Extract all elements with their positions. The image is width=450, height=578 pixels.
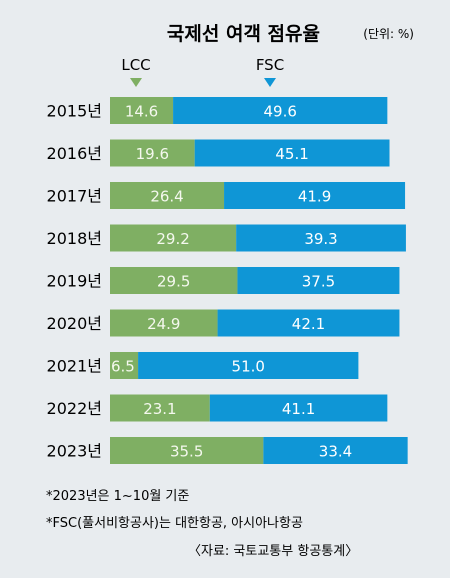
legend-marker-lcc	[130, 78, 142, 87]
year-label: 2020년	[47, 314, 102, 333]
fsc-bar	[194, 139, 390, 167]
lcc-value-label: 14.6	[125, 103, 158, 121]
fsc-bar	[236, 224, 406, 252]
fsc-bar	[173, 97, 388, 124]
bar-row: 2023년 35.5 33.4	[47, 437, 408, 464]
year-label: 2017년	[47, 187, 102, 206]
fsc-value-label: 33.4	[319, 443, 352, 461]
lcc-bar	[110, 139, 195, 167]
legend-label-lcc: LCC	[121, 56, 150, 74]
lcc-value-label: 23.1	[143, 400, 176, 418]
lcc-bar	[110, 267, 238, 294]
fsc-bar	[237, 267, 400, 294]
fsc-value-label: 41.9	[298, 188, 331, 206]
lcc-value-label: 29.2	[156, 230, 189, 248]
year-label: 2015년	[47, 102, 102, 121]
lcc-bar	[110, 352, 139, 379]
legend: LCC FSC	[121, 56, 284, 87]
bar-row: 2018년 29.2 39.3	[47, 224, 406, 252]
legend-label-fsc: FSC	[256, 56, 284, 74]
fsc-bar	[263, 437, 408, 464]
year-label: 2016년	[47, 144, 102, 163]
bar-row: 2020년 24.9 42.1	[47, 309, 400, 337]
bar-row: 2022년 23.1 41.1	[47, 394, 388, 422]
fsc-value-label: 51.0	[232, 358, 265, 376]
note-source: 〈자료: 국토교통부 항공통계〉	[188, 544, 358, 559]
lcc-bar	[110, 97, 174, 124]
lcc-bar	[110, 182, 225, 209]
fsc-bar	[209, 394, 388, 422]
lcc-bar	[110, 309, 218, 337]
fsc-value-label: 49.6	[264, 103, 297, 121]
chart-title-text: 국제선 여객 점유율	[167, 23, 320, 45]
fsc-value-label: 42.1	[292, 315, 325, 333]
year-label: 2021년	[47, 357, 102, 376]
notes: *2023년은 1~10월 기준 *FSC(풀서비항공사)는 대한항공, 아시아…	[46, 489, 358, 559]
year-label: 2023년	[47, 442, 102, 461]
fsc-value-label: 41.1	[282, 400, 315, 418]
fsc-bar	[138, 352, 359, 379]
bar-row: 2019년 29.5 37.5	[47, 267, 400, 294]
lcc-value-label: 19.6	[136, 145, 169, 163]
year-label: 2019년	[47, 272, 102, 291]
lcc-value-label: 29.5	[157, 273, 190, 291]
bar-row: 2021년 6.5 51.0	[47, 352, 359, 379]
lcc-bar	[110, 437, 264, 464]
chart-unit-text: (단위: %)	[363, 27, 414, 41]
lcc-value-label: 24.9	[147, 315, 180, 333]
note-period: *2023년은 1~10월 기준	[46, 489, 189, 504]
lcc-value-label: 6.5	[111, 358, 135, 376]
legend-marker-fsc	[264, 78, 276, 87]
bar-row: 2017년 26.4 41.9	[47, 182, 406, 209]
chart-title: 국제선 여객 점유율 (단위: %)	[167, 23, 414, 45]
fsc-bar	[217, 309, 400, 337]
lcc-value-label: 26.4	[150, 188, 183, 206]
bar-row: 2015년 14.6 49.6	[47, 97, 388, 124]
lcc-bar	[110, 224, 237, 252]
note-fsc-definition: *FSC(풀서비항공사)는 대한항공, 아시아나항공	[46, 516, 303, 531]
year-label: 2022년	[47, 399, 102, 418]
fsc-value-label: 45.1	[275, 145, 308, 163]
bar-row: 2016년 19.6 45.1	[47, 139, 390, 167]
fsc-bar	[224, 182, 406, 209]
fsc-value-label: 37.5	[302, 273, 335, 291]
fsc-value-label: 39.3	[304, 230, 337, 248]
lcc-bar	[110, 394, 210, 422]
lcc-value-label: 35.5	[170, 443, 203, 461]
year-label: 2018년	[47, 229, 102, 248]
